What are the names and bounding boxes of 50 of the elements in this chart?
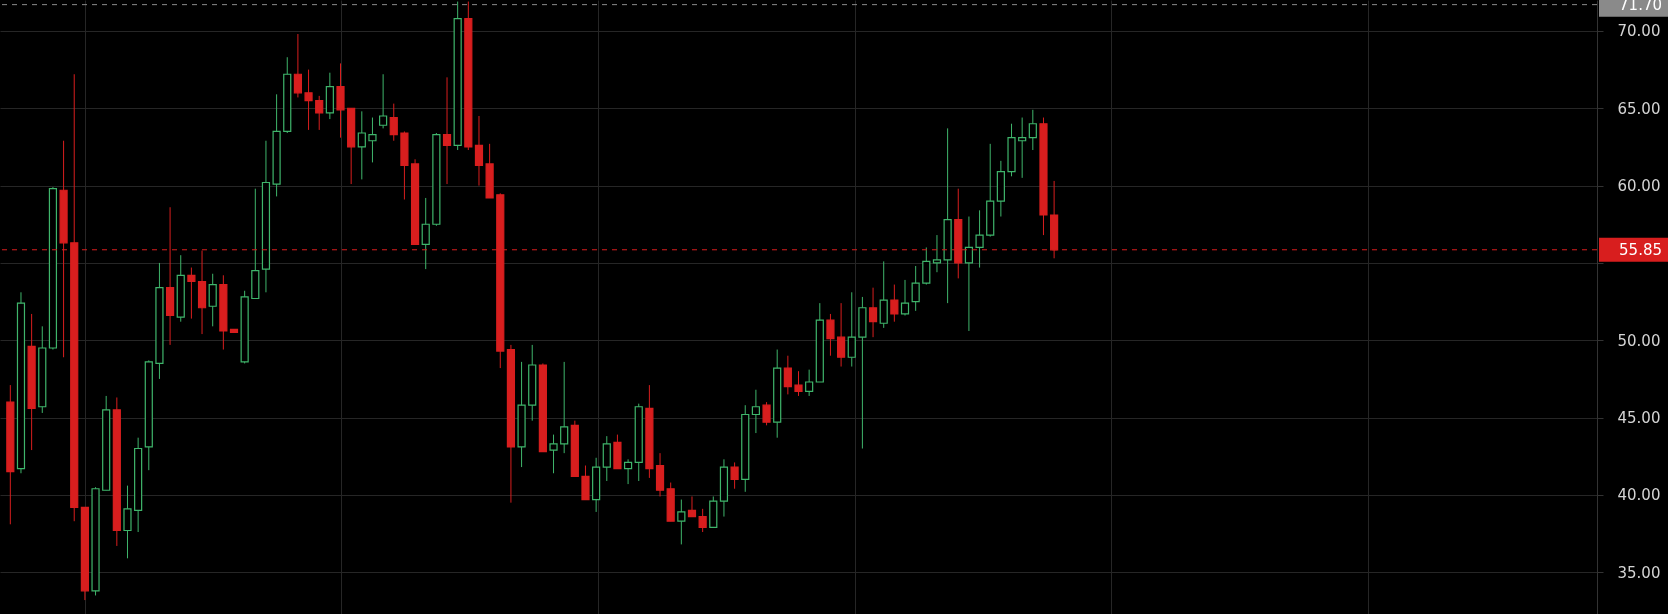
candlestick [783, 355, 792, 395]
candlestick [368, 117, 377, 163]
candlestick [847, 291, 856, 368]
candlestick [794, 370, 803, 397]
candlestick [922, 246, 931, 286]
candlestick [868, 287, 878, 338]
candlestick [826, 313, 835, 357]
candlestick [304, 69, 313, 131]
candlestick [837, 302, 846, 368]
ref-line-label: 55.85 [1619, 240, 1662, 259]
candlestick [623, 458, 633, 485]
candlestick [208, 273, 217, 327]
candlestick [879, 260, 888, 329]
candlestick [581, 465, 590, 501]
candlestick [911, 265, 920, 312]
y-tick-label: 60.00 [1617, 177, 1661, 196]
candlestick [730, 461, 739, 490]
y-tick-label: 70.00 [1617, 22, 1661, 41]
candlestick [442, 76, 452, 185]
candlestick [379, 73, 388, 129]
y-tick-label: 35.00 [1617, 563, 1661, 582]
candlestick [687, 495, 697, 518]
y-tick-label: 65.00 [1617, 99, 1661, 118]
candlestick [357, 110, 366, 180]
candlestick [677, 499, 686, 545]
y-tick-label: 50.00 [1617, 331, 1661, 350]
candlestick [123, 485, 132, 559]
candlestick [336, 62, 345, 139]
candlestick [1018, 117, 1027, 179]
candlestick [900, 279, 910, 317]
candlestick [932, 234, 942, 273]
candlestick [751, 389, 760, 434]
candlestick [389, 103, 398, 142]
candlestick [762, 401, 771, 426]
candlestick [474, 115, 484, 187]
candlestick [549, 434, 558, 474]
candlestick [890, 284, 899, 323]
candlestick [964, 216, 974, 332]
y-tick-label: 45.00 [1617, 409, 1661, 428]
candlestick [187, 267, 196, 320]
y-tick-label: 40.00 [1617, 486, 1661, 505]
candlestick [975, 209, 984, 269]
candlestick [805, 369, 814, 397]
candlestick [1028, 109, 1037, 151]
candlestick [293, 33, 302, 98]
candlestick [421, 197, 430, 270]
candlestick [560, 361, 569, 454]
candlestick [602, 435, 611, 482]
candlestick [315, 95, 324, 131]
candlestick [698, 508, 707, 533]
